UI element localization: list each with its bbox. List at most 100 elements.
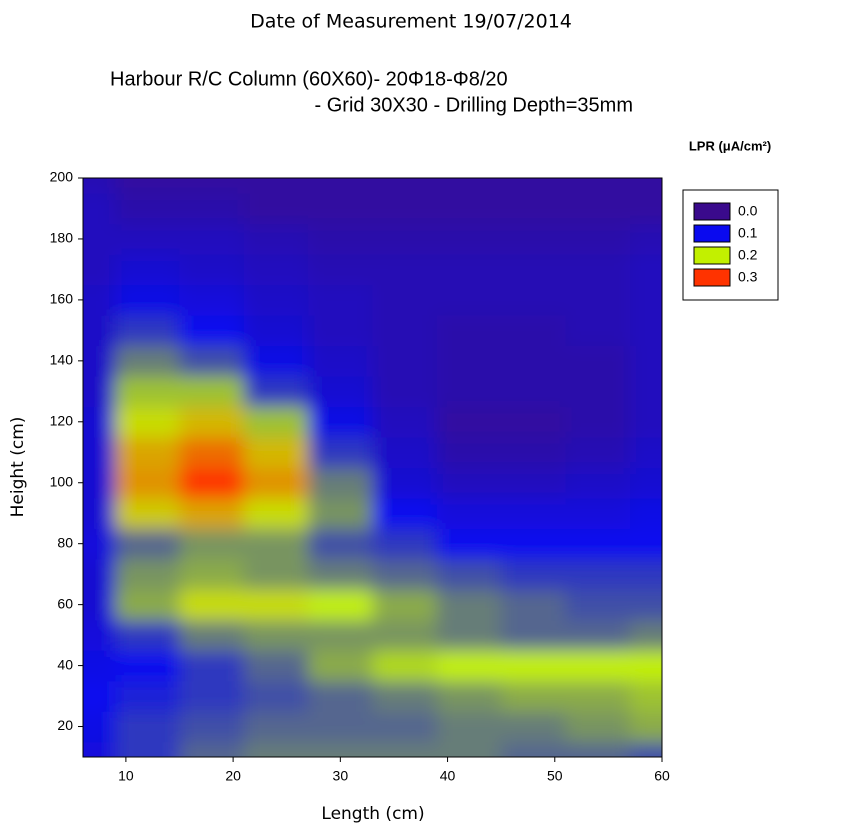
contour-cell	[372, 589, 438, 621]
contour-cell	[372, 437, 438, 468]
contour-cell	[115, 284, 180, 316]
contour-cell	[308, 315, 373, 347]
legend-label: 0.3	[738, 269, 758, 285]
y-tick-label: 80	[57, 534, 73, 550]
contour-cell	[115, 315, 180, 347]
contour-cell	[565, 178, 631, 194]
contour-cell	[501, 497, 566, 529]
plot-area	[83, 178, 662, 757]
x-tick-label: 50	[547, 768, 563, 784]
legend-label: 0.1	[738, 225, 758, 241]
contour-cell	[565, 254, 631, 286]
contour-cell	[565, 589, 631, 621]
y-tick-label: 180	[50, 230, 74, 246]
contour-cell	[243, 741, 309, 757]
contour-cell	[629, 497, 662, 529]
contour-cell	[629, 254, 662, 286]
contour-cell	[436, 406, 502, 438]
contour-cell	[83, 376, 116, 408]
contour-cell	[372, 315, 438, 347]
contour-cell	[501, 437, 566, 468]
contour-cell	[115, 376, 180, 408]
contour-cell	[243, 223, 309, 255]
contour-cell	[501, 711, 566, 743]
contour-cell	[436, 178, 502, 194]
contour-cell	[179, 345, 245, 377]
contour-cell	[629, 406, 662, 438]
contour-cell	[565, 741, 631, 757]
x-tick-label: 20	[225, 768, 241, 784]
contour-cell	[565, 223, 631, 255]
contour-cell	[308, 223, 373, 255]
contour-cell	[83, 589, 116, 621]
contour-cell	[243, 406, 309, 438]
contour-cell	[629, 589, 662, 621]
contour-cell	[308, 406, 373, 438]
contour-cell	[243, 558, 309, 590]
contour-cell	[436, 223, 502, 255]
contour-cell	[243, 345, 309, 377]
contour-cell	[565, 467, 631, 499]
contour-cell	[372, 406, 438, 438]
contour-cell	[372, 711, 438, 743]
contour-cell	[243, 711, 309, 743]
contour-cell	[372, 680, 438, 712]
x-tick-label: 40	[440, 768, 456, 784]
contour-cell	[243, 589, 309, 621]
contour-cell	[243, 650, 309, 682]
contour-cell	[115, 467, 180, 499]
contour-cell	[565, 345, 631, 377]
contour-cell	[436, 376, 502, 408]
contour-cell	[436, 650, 502, 682]
contour-cell	[243, 497, 309, 529]
x-axis-label: Length (cm)	[321, 804, 424, 824]
contour-cell	[565, 193, 631, 225]
contour-cell	[308, 528, 373, 560]
contour-cell	[179, 711, 245, 743]
contour-cell	[501, 528, 566, 560]
contour-cell	[501, 619, 566, 651]
contour-cell	[83, 467, 116, 499]
contour-cell	[83, 741, 116, 757]
contour-cell	[83, 558, 116, 590]
contour-cell	[308, 467, 373, 499]
contour-cell	[308, 254, 373, 286]
contour-cell	[501, 558, 566, 590]
contour-cell	[501, 589, 566, 621]
contour-cell	[83, 680, 116, 712]
contour-cell	[83, 711, 116, 743]
contour-cell	[179, 223, 245, 255]
contour-cell	[372, 741, 438, 757]
contour-cell	[436, 497, 502, 529]
contour-cell	[83, 497, 116, 529]
contour-cell	[565, 284, 631, 316]
contour-cell	[436, 467, 502, 499]
contour-cell	[436, 193, 502, 225]
contour-cell	[243, 437, 309, 468]
contour-cell	[629, 376, 662, 408]
contour-cell	[565, 315, 631, 347]
contour-cell	[179, 650, 245, 682]
legend-swatch	[693, 224, 731, 243]
contour-cell	[501, 345, 566, 377]
contour-cell	[179, 193, 245, 225]
contour-cell	[243, 178, 309, 194]
contour-cell	[243, 376, 309, 408]
contour-cell	[501, 254, 566, 286]
contour-cell	[629, 437, 662, 468]
contour-cell	[629, 680, 662, 712]
contour-cell	[179, 619, 245, 651]
contour-cell	[179, 528, 245, 560]
contour-cell	[83, 619, 116, 651]
y-tick-label: 140	[50, 352, 74, 368]
contour-cell	[501, 193, 566, 225]
contour-cell	[115, 680, 180, 712]
contour-cell	[179, 497, 245, 529]
contour-cell	[243, 528, 309, 560]
contour-cell	[243, 467, 309, 499]
contour-cell	[501, 315, 566, 347]
contour-cell	[115, 558, 180, 590]
contour-cell	[115, 589, 180, 621]
contour-cell	[565, 680, 631, 712]
